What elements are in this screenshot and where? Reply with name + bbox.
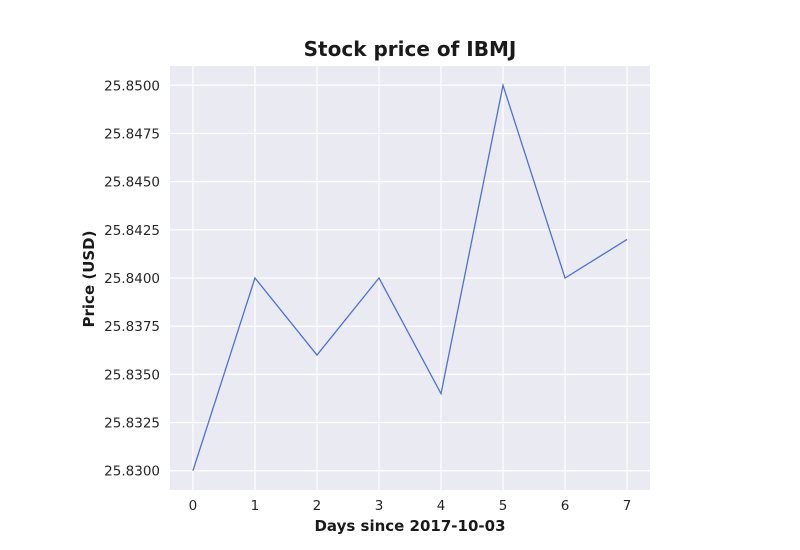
x-tick-label: 4 — [437, 498, 446, 514]
series-layer — [192, 82, 628, 471]
y-tick-label: 25.8500 — [104, 78, 160, 94]
y-tick-label: 25.8425 — [104, 223, 160, 239]
x-tick-label: 3 — [375, 498, 384, 514]
x-tick-label: 0 — [189, 498, 198, 514]
y-tick-label: 25.8475 — [104, 126, 160, 142]
x-tick-label: 5 — [499, 498, 508, 514]
y-tick-label: 25.8400 — [104, 271, 160, 287]
y-axis-label: Price (USD) — [80, 231, 98, 328]
x-tick-label: 1 — [251, 498, 260, 514]
x-tick-label: 7 — [623, 498, 632, 514]
y-tick-label: 25.8350 — [104, 367, 160, 383]
grid — [170, 66, 650, 490]
x-axis-ticks: 0 1 2 3 4 5 6 7 — [189, 498, 632, 514]
x-tick-label: 2 — [313, 498, 322, 514]
y-tick-label: 25.8325 — [104, 416, 160, 432]
y-tick-label: 25.8450 — [104, 175, 160, 191]
y-tick-label: 25.8300 — [104, 464, 160, 480]
x-axis-label: Days since 2017-10-03 — [314, 517, 505, 535]
y-axis-ticks: 25.8300 25.8325 25.8350 25.8375 25.8400 25.84… — [104, 78, 160, 479]
x-tick-label: 6 — [561, 498, 570, 514]
chart-title: Stock price of IBMJ — [304, 37, 517, 61]
y-tick-label: 25.8375 — [104, 319, 160, 335]
price-series-line — [192, 82, 628, 471]
